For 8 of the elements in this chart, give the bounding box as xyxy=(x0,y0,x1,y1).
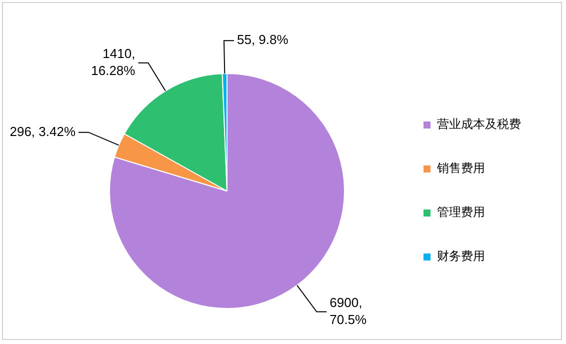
legend-label: 营业成本及税费 xyxy=(437,117,521,132)
legend-label: 财务费用 xyxy=(437,249,485,264)
data-label: 55, 9.8% xyxy=(237,32,289,48)
data-label: 1410, 16.28% xyxy=(91,46,136,78)
data-label: 6900, 70.5% xyxy=(330,294,367,327)
legend-label: 管理费用 xyxy=(437,205,485,220)
data-label: 296, 3.42% xyxy=(10,124,76,139)
legend-label: 销售费用 xyxy=(436,161,485,176)
